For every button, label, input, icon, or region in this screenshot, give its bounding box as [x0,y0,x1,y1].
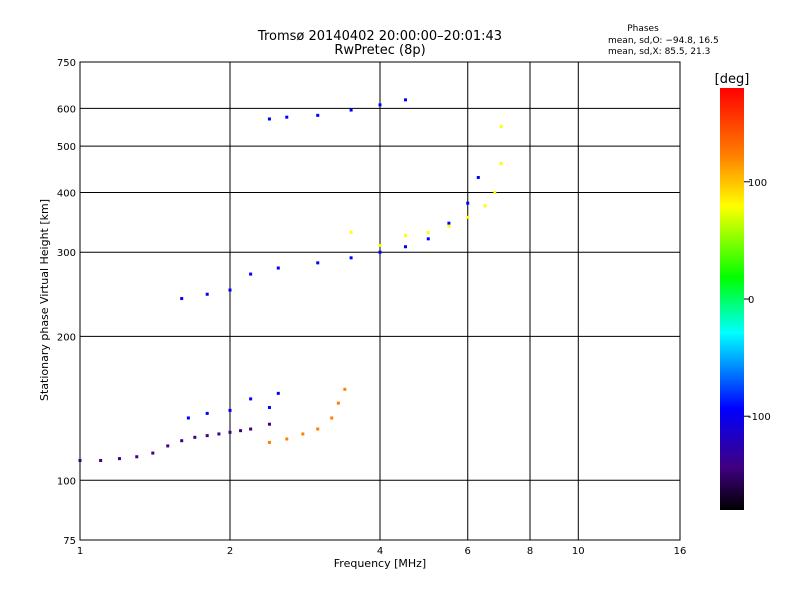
phases-box-title: Phases [627,24,659,34]
y-tick-label: 75 [63,536,76,547]
data-point [276,391,280,395]
data-point [205,292,209,296]
x-tick-label: 6 [465,546,471,557]
data-point [285,115,289,119]
data-point [493,190,497,194]
y-tick-label: 200 [57,332,76,343]
data-point [403,98,407,102]
chart-title: Tromsø 20140402 20:00:00–20:01:43 [257,29,502,44]
data-point [267,440,271,444]
data-point [349,108,353,112]
data-point [343,387,347,391]
y-tick-label: 100 [57,476,76,487]
data-point [249,397,253,401]
data-point [330,416,334,420]
colorbar-label: [deg] [715,72,750,87]
data-point [205,411,209,415]
data-point [403,245,407,249]
data-point [135,455,139,459]
x-tick-label: 4 [377,546,383,557]
data-point [447,224,451,228]
data-point [483,204,487,208]
data-point [276,266,280,270]
data-point [228,430,232,434]
x-tick-label: 10 [572,546,585,557]
data-point [426,237,430,241]
x-axis-ticks: 1 2 4 6 8 10 16 [77,546,687,557]
data-point [217,432,221,436]
data-point [349,230,353,234]
chart-subtitle: RwPretec (8p) [334,43,425,58]
data-point [316,427,320,431]
x-tick-label: 16 [674,546,687,557]
data-point [336,401,340,405]
data-point [117,457,121,461]
y-axis-ticks: 75 100 200 300 400 500 600 750 [57,58,76,547]
data-point [99,458,103,462]
data-point [249,427,253,431]
x-tick-label: 8 [527,546,533,557]
data-point [301,432,305,436]
data-point [349,256,353,260]
data-point [499,124,503,128]
data-point [205,434,209,438]
y-tick-label: 300 [57,248,76,259]
colorbar [720,88,744,510]
colorbar-tick-label: -100 [748,412,771,423]
grid-lines [80,62,680,540]
phases-box-line2: mean, sd,X: 85.5, 21.3 [608,47,710,57]
data-point [228,288,232,292]
data-point [378,243,382,247]
data-point [403,234,407,238]
data-point [316,113,320,117]
phases-box-line1: mean, sd,O: −94.8, 16.5 [608,36,719,46]
data-point [476,175,480,179]
x-tick-label: 2 [227,546,233,557]
data-point [378,250,382,254]
data-point [267,405,271,409]
data-point [447,221,451,225]
y-axis-label: Stationary phase Virtual Height [km] [38,199,51,401]
y-tick-label: 400 [57,188,76,199]
data-point [499,161,503,165]
data-point [180,297,184,301]
data-point [180,439,184,443]
y-tick-label: 600 [57,104,76,115]
y-tick-label: 500 [57,142,76,153]
data-point [466,201,470,205]
data-point [193,435,197,439]
data-point [186,416,190,420]
data-point [267,422,271,426]
colorbar-tick-label: 0 [748,295,754,306]
x-axis-label: Frequency [MHz] [334,557,426,570]
data-point [151,451,155,455]
data-point [285,437,289,441]
data-point [78,458,82,462]
data-point [378,103,382,107]
x-tick-label: 1 [77,546,83,557]
y-tick-label: 750 [57,58,76,69]
data-point [166,444,170,448]
data-point [316,261,320,265]
data-point [267,117,271,121]
data-point [228,408,232,412]
data-point [239,429,243,433]
data-point [249,272,253,276]
data-point [466,215,470,219]
data-point [426,230,430,234]
colorbar-tick-label: 100 [748,178,767,189]
colorbar-ticks: 100 0 -100 [744,178,771,423]
scatter-points [78,98,503,462]
